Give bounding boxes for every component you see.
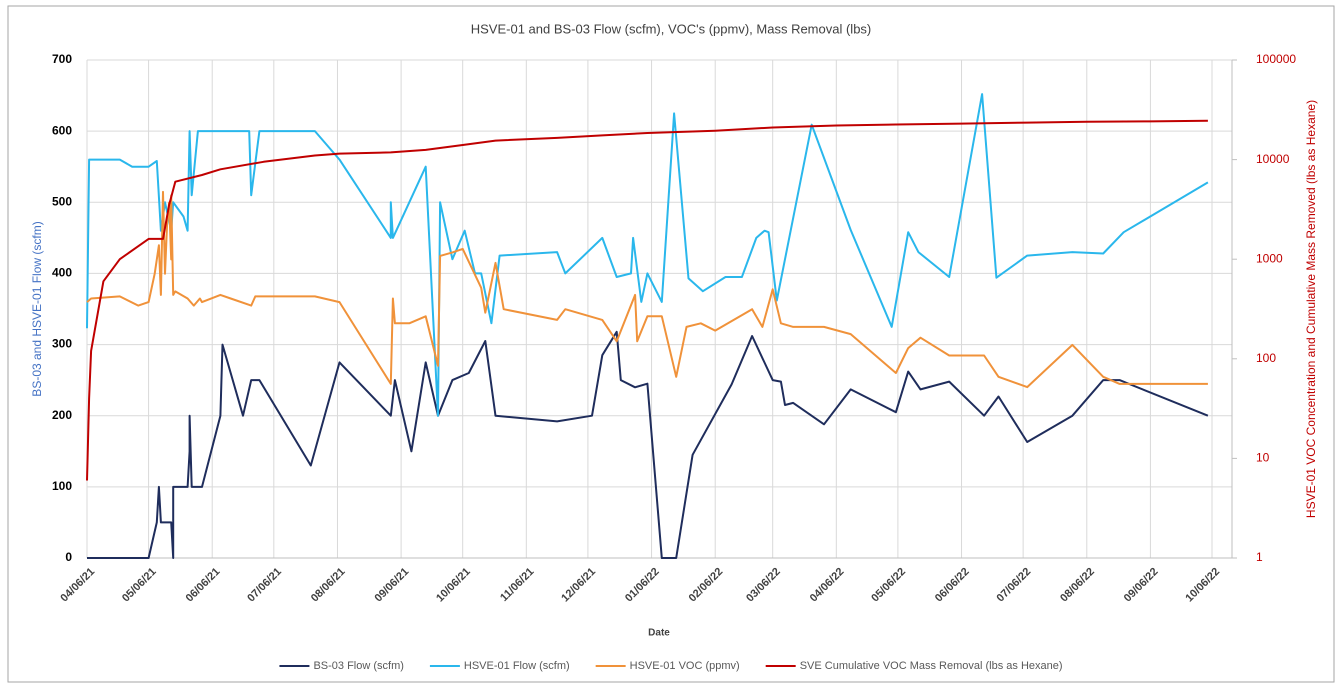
y-tick-label: 100	[52, 479, 72, 493]
y2-tick-label: 1	[1256, 550, 1263, 564]
x-tick-label: 06/06/22	[933, 566, 972, 605]
y-axis-label: BS-03 and HSVE-01 Flow (scfm)	[30, 221, 44, 396]
y-tick-label: 0	[65, 550, 72, 564]
y2-tick-label: 1000	[1256, 251, 1283, 265]
data-line	[86, 190, 1208, 389]
y2-tick-label: 10	[1256, 451, 1270, 465]
x-tick-label: 01/06/22	[623, 566, 662, 605]
legend-label: HSVE-01 VOC (ppmv)	[630, 660, 740, 672]
x-tick-label: 08/06/21	[309, 566, 348, 605]
x-tick-label: 07/06/22	[995, 566, 1034, 605]
x-tick-label: 02/06/22	[687, 566, 726, 605]
x-tick-label: 06/06/21	[184, 566, 223, 605]
x-tick-label: 05/06/21	[120, 566, 159, 605]
legend-label: SVE Cumulative VOC Mass Removal (lbs as …	[800, 660, 1063, 672]
legend-label: BS-03 Flow (scfm)	[313, 660, 403, 672]
x-tick-label: 10/06/21	[434, 566, 473, 605]
x-tick-label: 09/06/21	[373, 566, 412, 605]
y2-axis-label: HSVE-01 VOC Concentration and Cumulative…	[1304, 100, 1318, 518]
x-tick-label: 08/06/22	[1058, 566, 1097, 605]
y-tick-label: 300	[52, 337, 72, 351]
x-axis-label: Date	[648, 628, 670, 639]
x-tick-label: 04/06/22	[808, 566, 847, 605]
y-tick-label: 400	[52, 266, 72, 280]
x-tick-label: 03/06/22	[744, 566, 783, 605]
data-line	[86, 119, 1208, 481]
y2-tick-label: 100000	[1256, 52, 1296, 66]
data-line	[86, 93, 1209, 417]
y2-tick-label: 10000	[1256, 152, 1290, 166]
x-tick-label: 12/06/21	[559, 566, 598, 605]
x-tick-label: 11/06/21	[498, 566, 536, 604]
data-line	[87, 330, 1209, 559]
x-tick-label: 05/06/22	[869, 566, 908, 605]
y-tick-label: 500	[52, 194, 72, 208]
x-tick-label: 07/06/21	[245, 566, 284, 605]
x-tick-label: 09/06/22	[1122, 566, 1161, 605]
chart-title: HSVE-01 and BS-03 Flow (scfm), VOC's (pp…	[471, 21, 872, 36]
y-tick-label: 600	[52, 123, 72, 137]
legend-label: HSVE-01 Flow (scfm)	[464, 660, 570, 672]
y2-tick-label: 100	[1256, 351, 1276, 365]
legend: BS-03 Flow (scfm) HSVE-01 Flow (scfm) HSVE…	[279, 660, 1063, 672]
chart-border	[7, 5, 1335, 683]
y-tick-label: 200	[52, 408, 72, 422]
x-tick-label: 10/06/22	[1183, 566, 1222, 605]
x-tick-label: 04/06/21	[58, 566, 97, 605]
y-tick-label: 700	[52, 52, 72, 66]
